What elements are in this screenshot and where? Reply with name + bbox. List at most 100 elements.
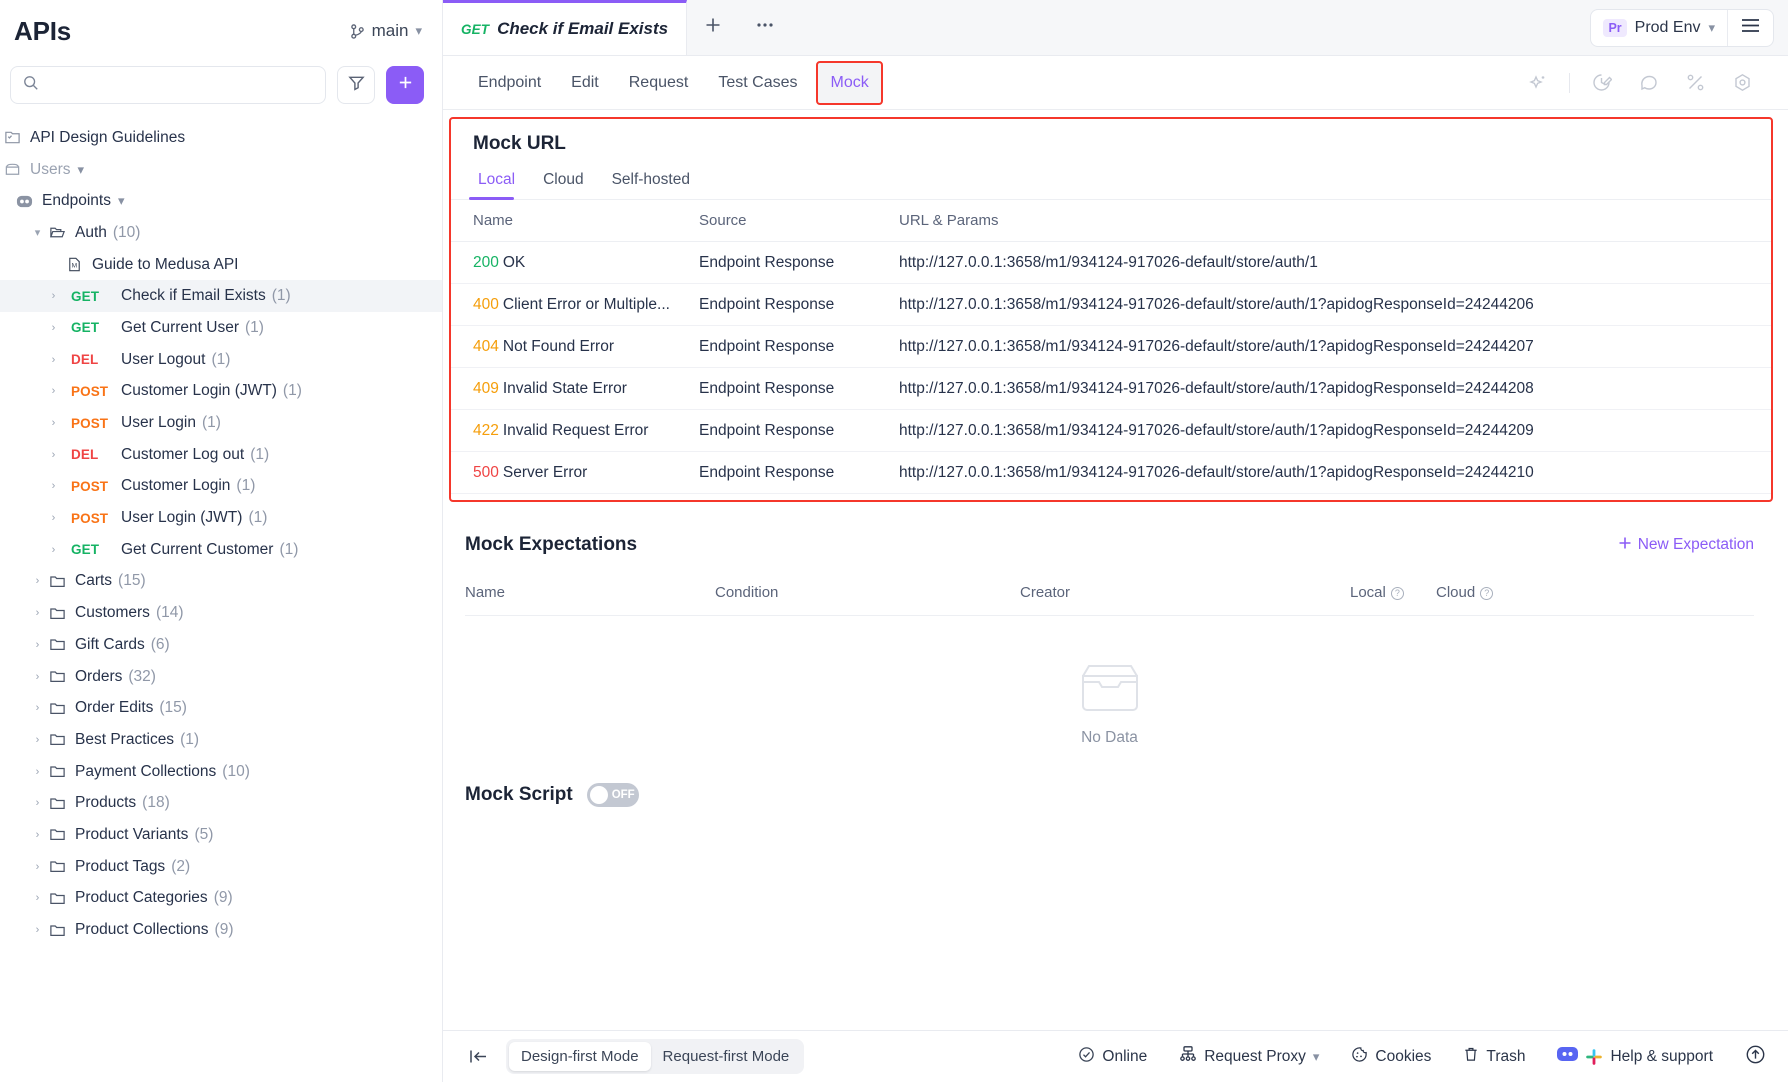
- sidebar-folder-product-categories[interactable]: › Product Categories (9): [0, 883, 442, 915]
- table-row[interactable]: 409 Invalid State Error Endpoint Response h…: [451, 367, 1771, 410]
- trash-button[interactable]: Trash: [1447, 1046, 1541, 1068]
- chevron-right-icon[interactable]: ›: [51, 480, 56, 493]
- sidebar-folder-customers[interactable]: › Customers (14): [0, 597, 442, 629]
- help-icon[interactable]: ?: [1390, 586, 1404, 600]
- tab-check-if-email-exists[interactable]: GET Check if Email Exists: [443, 0, 688, 55]
- upgrade-button[interactable]: [1729, 1044, 1770, 1070]
- sparkle-icon[interactable]: [1515, 73, 1561, 93]
- mock-url-value[interactable]: http://127.0.0.1:3658/m1/934124-917026-d…: [899, 409, 1771, 452]
- sidebar-item-customer-login-jwt[interactable]: › POST Customer Login (JWT) (1): [0, 376, 442, 408]
- more-tabs-button[interactable]: [739, 0, 791, 55]
- chevron-right-icon[interactable]: ›: [35, 638, 40, 651]
- mock-url-value[interactable]: http://127.0.0.1:3658/m1/934124-917026-d…: [899, 451, 1771, 494]
- mock-script-toggle[interactable]: OFF: [586, 783, 639, 807]
- chevron-right-icon[interactable]: ›: [35, 733, 40, 746]
- sidebar-folder-product-variants[interactable]: › Product Variants (5): [0, 819, 442, 851]
- table-row[interactable]: 200 OK Endpoint Response http://127.0.0.1:3…: [451, 241, 1771, 284]
- help-and-support-button[interactable]: Help & support: [1541, 1046, 1729, 1067]
- chevron-right-icon[interactable]: ›: [51, 290, 56, 303]
- sidebar-item-endpoints[interactable]: Endpoints ▾: [0, 185, 442, 217]
- settings-icon[interactable]: [1719, 72, 1766, 93]
- sidebar-folder-product-tags[interactable]: › Product Tags (2): [0, 851, 442, 883]
- online-status[interactable]: Online: [1062, 1046, 1163, 1068]
- sidebar-item-get-current-user[interactable]: › GET Get Current User (1): [0, 312, 442, 344]
- chevron-right-icon[interactable]: ›: [35, 892, 40, 905]
- mock-url-value[interactable]: http://127.0.0.1:3658/m1/934124-917026-d…: [899, 283, 1771, 326]
- help-icon[interactable]: ?: [1480, 586, 1494, 600]
- tab-local[interactable]: Local: [469, 171, 524, 200]
- sidebar-item-user-login-jwt[interactable]: › POST User Login (JWT) (1): [0, 502, 442, 534]
- sidebar-folder-products[interactable]: › Products (18): [0, 787, 442, 819]
- sidebar-item-user-login[interactable]: › POST User Login (1): [0, 407, 442, 439]
- table-row[interactable]: 404 Not Found Error Endpoint Response http:…: [451, 325, 1771, 368]
- chevron-right-icon[interactable]: ›: [51, 321, 56, 334]
- tab-mock[interactable]: Mock: [816, 60, 883, 105]
- sidebar-folder-orders[interactable]: › Orders (32): [0, 661, 442, 693]
- chevron-down-icon: ▾: [1312, 1048, 1320, 1064]
- sidebar-folder-payment-collections[interactable]: › Payment Collections (10): [0, 756, 442, 788]
- sidebar-folder-order-edits[interactable]: › Order Edits (15): [0, 692, 442, 724]
- env-menu-button[interactable]: [1728, 10, 1773, 46]
- sidebar-item-get-current-customer[interactable]: › GET Get Current Customer (1): [0, 534, 442, 566]
- new-expectation-button[interactable]: New Expectation: [1618, 536, 1754, 555]
- tab-cloud[interactable]: Cloud: [543, 171, 584, 188]
- sidebar-item-api-design-guidelines[interactable]: API Design Guidelines: [0, 122, 442, 154]
- chevron-right-icon[interactable]: ›: [51, 353, 56, 366]
- chevron-right-icon[interactable]: ›: [35, 828, 40, 841]
- chevron-right-icon[interactable]: ›: [35, 860, 40, 873]
- column-creator: Creator: [1020, 584, 1350, 616]
- collapse-left-icon[interactable]: [457, 1048, 500, 1065]
- search-box[interactable]: [10, 66, 326, 104]
- environment-selector[interactable]: Pr Prod Env ▾: [1591, 10, 1727, 46]
- sidebar-item-users[interactable]: Users ▾: [0, 154, 442, 186]
- sidebar-item-guide-to-medusa-api[interactable]: M Guide to Medusa API: [0, 249, 442, 281]
- filter-button[interactable]: [337, 66, 375, 104]
- mode-request-first[interactable]: Request-first Mode: [662, 1048, 790, 1065]
- mock-url-value[interactable]: http://127.0.0.1:3658/m1/934124-917026-d…: [899, 325, 1771, 368]
- search-input[interactable]: [48, 77, 313, 93]
- sidebar-item-check-if-email-exists[interactable]: › GET Check if Email Exists (1): [0, 280, 442, 313]
- sidebar-folder-product-collections[interactable]: › Product Collections (9): [0, 914, 442, 946]
- chevron-right-icon[interactable]: ›: [51, 448, 56, 461]
- chevron-right-icon[interactable]: ›: [51, 385, 56, 398]
- sidebar-folder-auth[interactable]: ▾ Auth (10): [0, 217, 442, 249]
- chevron-right-icon[interactable]: ›: [35, 924, 40, 937]
- sidebar-item-user-logout[interactable]: › DEL User Logout (1): [0, 344, 442, 376]
- sidebar-folder-best-practices[interactable]: › Best Practices (1): [0, 724, 442, 756]
- add-button[interactable]: [386, 66, 424, 104]
- branch-icon[interactable]: [1672, 72, 1719, 93]
- tab-edit[interactable]: Edit: [571, 73, 599, 91]
- chevron-right-icon[interactable]: ›: [51, 543, 56, 556]
- mock-url-value[interactable]: http://127.0.0.1:3658/m1/934124-917026-d…: [899, 367, 1771, 410]
- chevron-right-icon[interactable]: ›: [35, 607, 40, 620]
- folder-icon: [49, 763, 66, 780]
- new-tab-button[interactable]: [687, 0, 739, 55]
- folder-icon: [49, 922, 66, 939]
- mode-design-first[interactable]: Design-first Mode: [509, 1042, 651, 1071]
- chevron-right-icon[interactable]: ›: [35, 765, 40, 778]
- tab-self-hosted[interactable]: Self-hosted: [611, 171, 690, 188]
- table-row[interactable]: 400 Client Error or Multiple... Endpoint R…: [451, 283, 1771, 326]
- cookies-button[interactable]: Cookies: [1335, 1046, 1447, 1068]
- chevron-down-icon[interactable]: ▾: [34, 227, 41, 240]
- mock-url-value[interactable]: http://127.0.0.1:3658/m1/934124-917026-d…: [899, 241, 1771, 284]
- tab-endpoint[interactable]: Endpoint: [478, 73, 542, 91]
- sidebar-folder-gift-cards[interactable]: › Gift Cards (6): [0, 629, 442, 661]
- tab-test-cases[interactable]: Test Cases: [718, 73, 798, 91]
- chevron-right-icon[interactable]: ›: [35, 702, 40, 715]
- chevron-right-icon[interactable]: ›: [35, 797, 40, 810]
- share-icon[interactable]: [1625, 72, 1672, 93]
- table-row[interactable]: 422 Invalid Request Error Endpoint Respons…: [451, 409, 1771, 452]
- chevron-right-icon[interactable]: ›: [35, 575, 40, 588]
- chevron-right-icon[interactable]: ›: [35, 670, 40, 683]
- tab-request[interactable]: Request: [628, 73, 689, 91]
- branch-selector[interactable]: main ▾: [350, 21, 422, 41]
- sidebar-item-customer-log-out[interactable]: › DEL Customer Log out (1): [0, 439, 442, 471]
- clock-edit-icon[interactable]: [1578, 72, 1625, 93]
- chevron-right-icon[interactable]: ›: [51, 512, 56, 525]
- table-row[interactable]: 500 Server Error Endpoint Response http://1…: [451, 451, 1771, 494]
- chevron-right-icon[interactable]: ›: [51, 417, 56, 430]
- request-proxy-button[interactable]: Request Proxy ▾: [1163, 1045, 1335, 1068]
- sidebar-folder-carts[interactable]: › Carts (15): [0, 566, 442, 598]
- sidebar-item-customer-login[interactable]: › POST Customer Login (1): [0, 471, 442, 503]
